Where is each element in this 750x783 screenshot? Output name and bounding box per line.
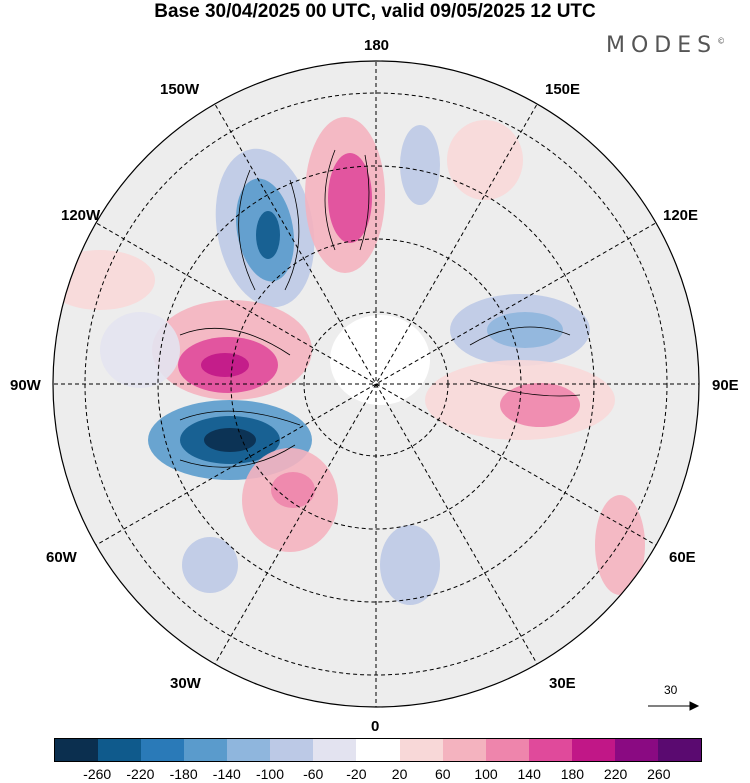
colorbar-swatch [55, 739, 99, 761]
colorbar-swatch [528, 739, 572, 761]
colorbar-tick-label: 20 [391, 766, 408, 782]
modes-logo: MODES© [606, 33, 725, 58]
colorbar-swatch [98, 739, 142, 761]
lon-label-30w: 30W [170, 675, 201, 692]
colorbar-ticks: -260 -220 -180 -140 -100 -60 -20 20 60 100 140 180 2… [54, 766, 702, 783]
colorbar-swatch [485, 739, 529, 761]
wind-vectors [179, 149, 581, 468]
colorbar-tick-label: -140 [212, 766, 241, 782]
lon-label-120w: 120W [61, 207, 101, 224]
colorbar-tick-label: 220 [603, 766, 628, 782]
colorbar-tick-label: -20 [346, 766, 367, 782]
colorbar-swatch [270, 739, 314, 761]
lon-label-180: 180 [364, 37, 390, 54]
map-title: Base 30/04/2025 00 UTC, valid 09/05/2025… [154, 1, 596, 22]
colorbar-tick-label: -220 [126, 766, 155, 782]
colorbar-tick-label: 180 [560, 766, 585, 782]
lon-label-60e: 60E [669, 549, 696, 566]
colorbar-tick-label: -260 [83, 766, 112, 782]
lon-label-60w: 60W [46, 549, 77, 566]
map-boundary [52, 60, 700, 708]
colorbar-tick-label: -100 [255, 766, 285, 782]
lon-label-90w: 90W [10, 377, 41, 394]
colorbar-tick-label: 60 [435, 766, 451, 782]
colorbar-tick-label: 260 [647, 766, 671, 782]
lon-label-30e: 30E [549, 675, 576, 692]
colorbar-tick-label: -60 [303, 766, 324, 782]
reference-vector-label: 30 [664, 683, 678, 697]
colorbar-swatch [399, 739, 443, 761]
colorbar-swatch [313, 739, 357, 761]
lon-label-150e: 150E [545, 81, 581, 98]
colorbar-tick-label: 140 [517, 766, 541, 782]
polar-map [52, 60, 700, 711]
colorbar-swatch [571, 739, 615, 761]
lon-label-120e: 120E [663, 207, 699, 224]
lon-label-150w: 150W [160, 81, 200, 98]
colorbar-tick-label: 100 [474, 766, 498, 782]
reference-arrow [648, 701, 700, 711]
lon-label-90e: 90E [712, 377, 739, 394]
colorbar-swatch [614, 739, 658, 761]
lon-label-0: 0 [371, 718, 380, 735]
polar-cap [330, 315, 430, 405]
copyright-mark: © [717, 36, 726, 46]
colorbar-swatch [184, 739, 228, 761]
longitude-grid [53, 61, 699, 707]
colorbar-swatch [657, 739, 701, 761]
brand-text: MODES [606, 33, 718, 58]
colorbar-swatch [442, 739, 486, 761]
colorbar-tick-label: -180 [169, 766, 198, 782]
colorbar-swatch [356, 739, 400, 761]
colorbar-swatch [227, 739, 271, 761]
colorbar [54, 738, 702, 762]
colorbar-swatch [141, 739, 185, 761]
